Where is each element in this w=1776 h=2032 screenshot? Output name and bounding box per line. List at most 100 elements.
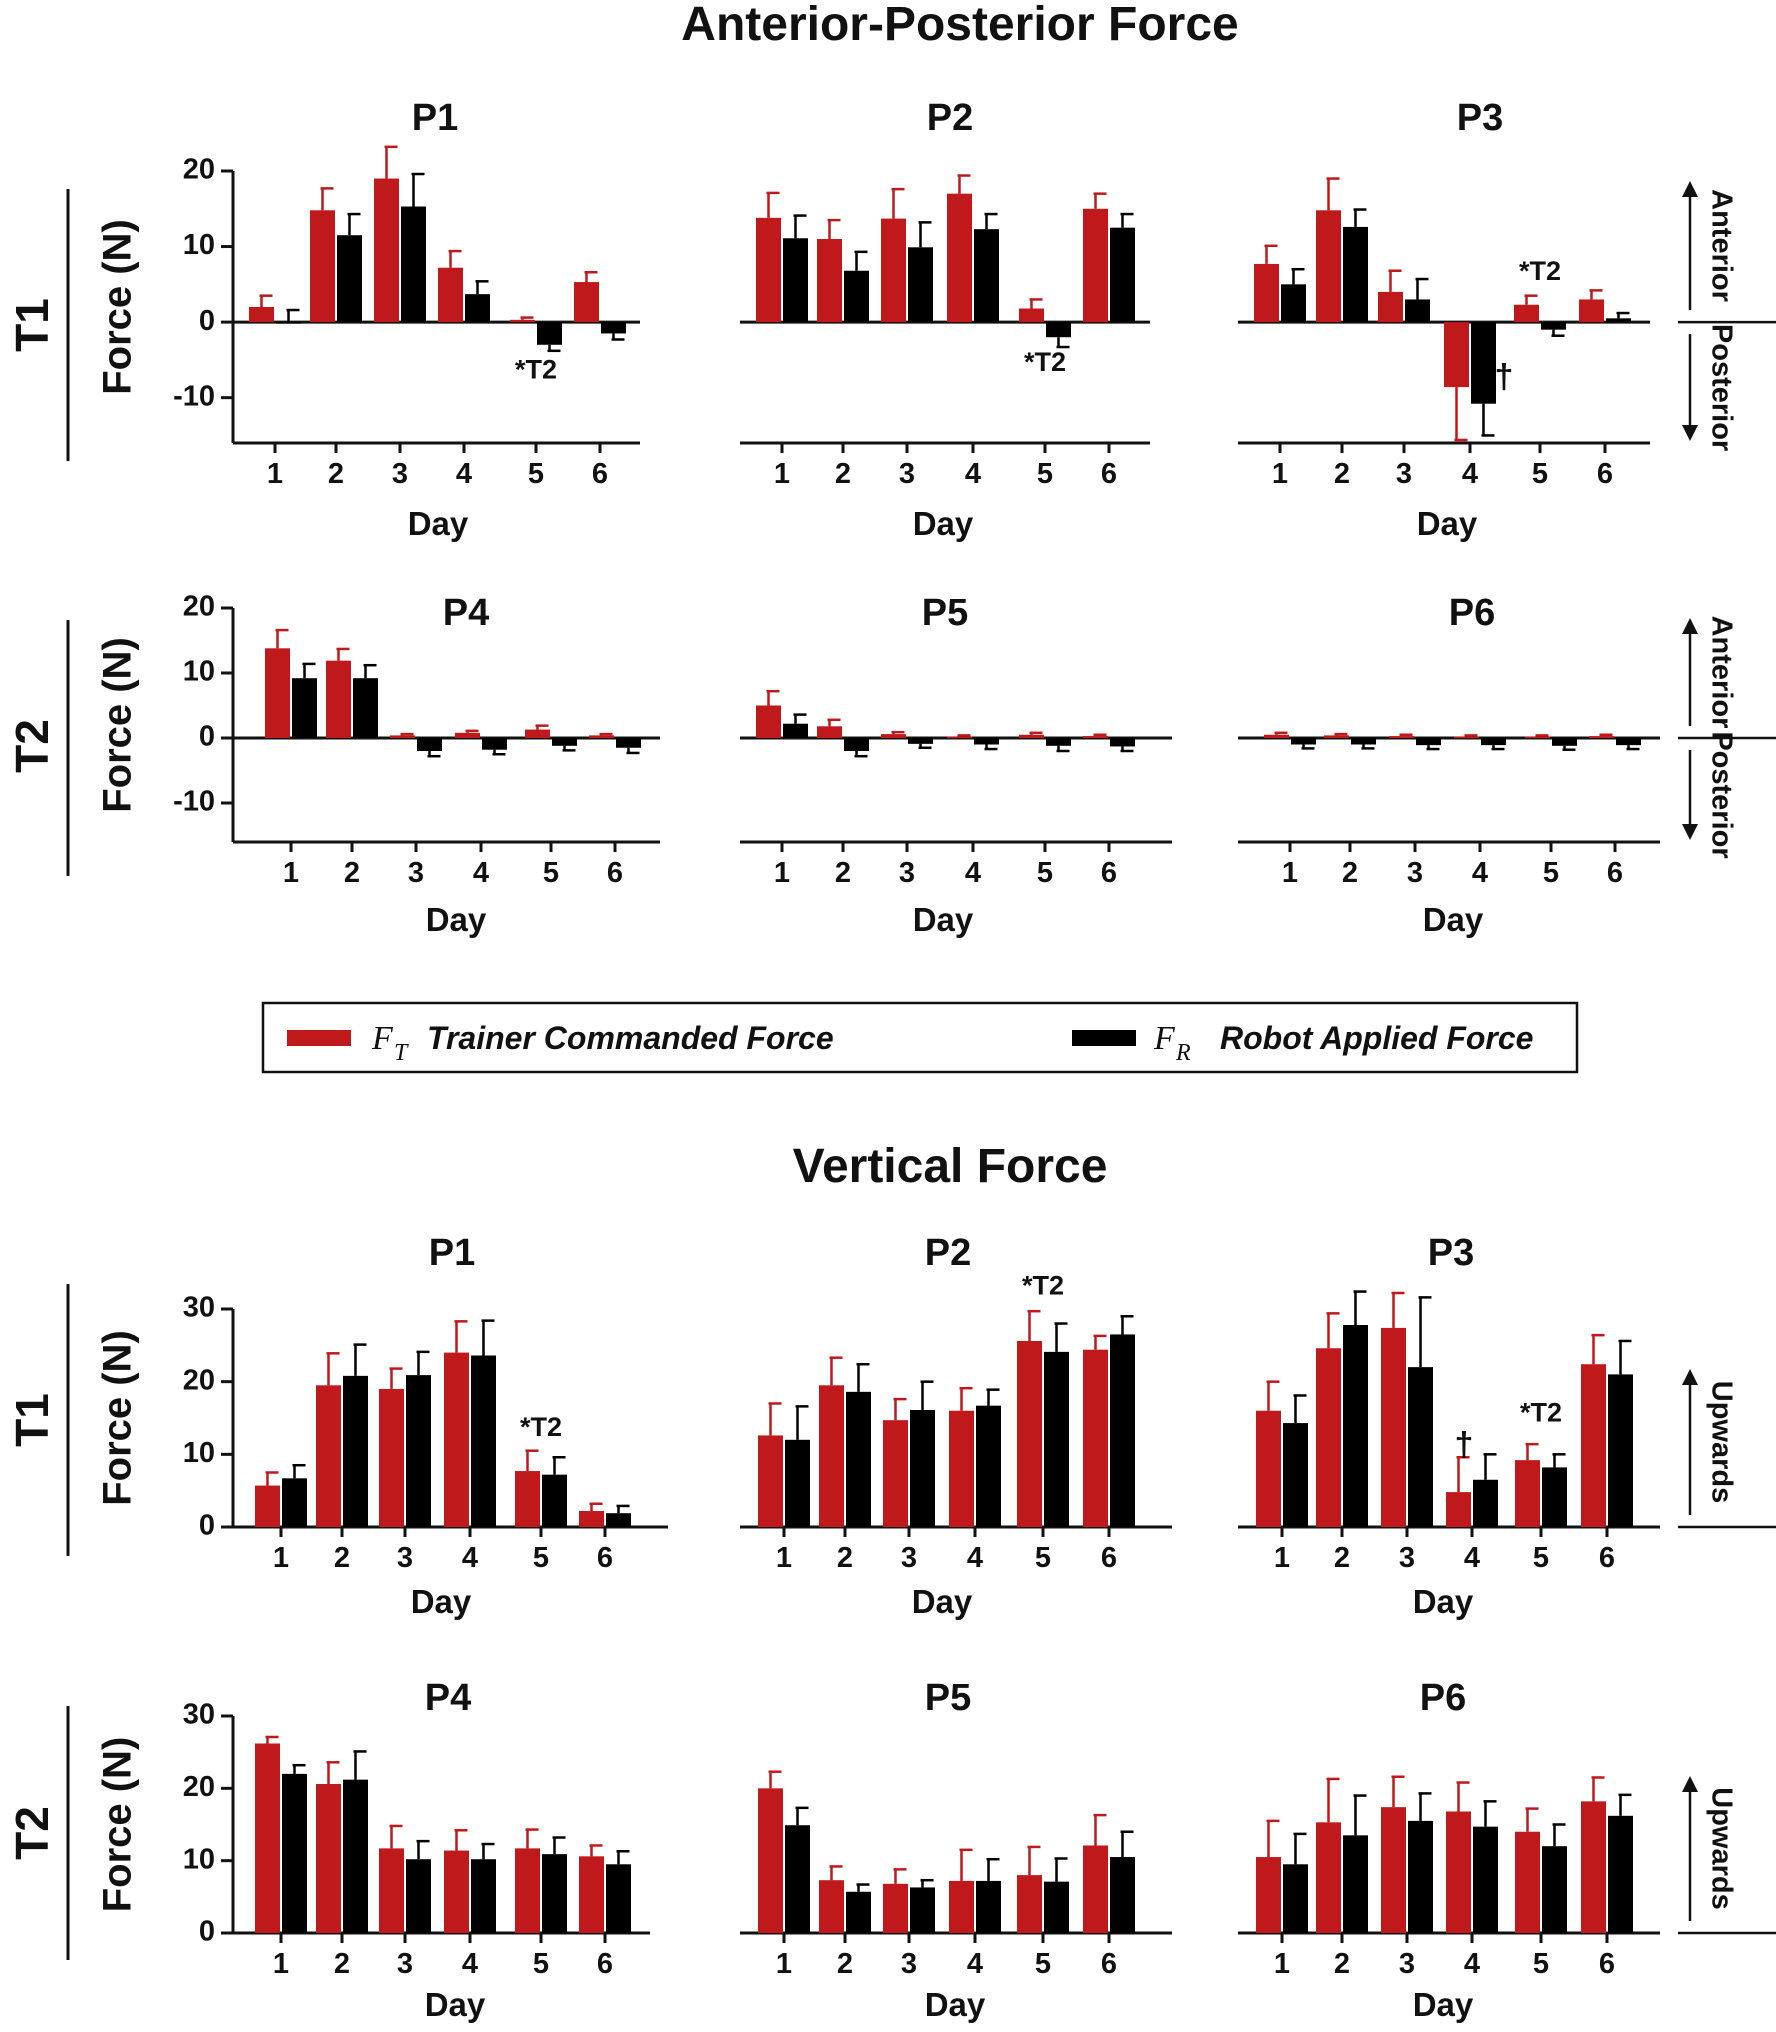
trainer-bar-day-5: [1017, 1875, 1042, 1933]
robot-bar-day-1: [1291, 738, 1316, 745]
x-axis-label: Day: [411, 1583, 472, 1620]
panel-p1: P1 30 20 10 0 Force (N) 1 2 3 4 5 6 Day *T2: [96, 1232, 668, 1620]
trainer-bar-day-5: [1019, 734, 1044, 738]
x-tick-label: 1: [273, 1542, 289, 1574]
trainer-bar-day-4: [1454, 736, 1479, 739]
robot-bar-day-2: [1343, 1324, 1368, 1527]
x-tick-label: 5: [533, 1948, 549, 1980]
panel-p4: P4 30 20 10 0 Force (N) 1 2 3 4 5 6 Day: [96, 1677, 650, 2023]
robot-bar-day-4: [471, 1859, 496, 1933]
x-tick-label: 2: [835, 857, 851, 889]
up-arrow-icon: [1682, 1369, 1698, 1385]
robot-bar-day-3: [908, 738, 933, 744]
section-anterior-posterior: Anterior-Posterior ForceT1AnteriorPoster…: [6, 0, 1776, 938]
robot-bar-day-3: [1416, 738, 1441, 746]
trainer-bar-day-2: [819, 1385, 844, 1527]
x-tick-label: 3: [1396, 458, 1412, 490]
up-arrow-icon: [1682, 618, 1698, 634]
x-axis-label: Day: [925, 1986, 986, 2023]
robot-bar-day-2: [337, 235, 362, 323]
x-tick-label: 1: [283, 857, 299, 889]
x-tick-label: 1: [1282, 857, 1298, 889]
trainer-bar-day-6: [1581, 1801, 1606, 1933]
x-tick-label: 2: [1334, 1542, 1350, 1574]
panel-title: P5: [922, 592, 968, 634]
trainer-bar-day-4: [1446, 1492, 1471, 1527]
trainer-bar-day-5: [1515, 1460, 1540, 1527]
x-tick-label: 2: [837, 1948, 853, 1980]
robot-bar-day-5: [537, 322, 562, 345]
x-tick-label: 1: [273, 1948, 289, 1980]
trainer-bar-day-3: [1378, 291, 1403, 323]
dagger-annotation: †: [1495, 358, 1514, 396]
trainer-bar-day-2: [1316, 1348, 1341, 1527]
robot-bar-day-6: [1616, 738, 1641, 746]
trainer-bar-day-3: [390, 735, 415, 738]
trainer-bar-day-2: [1316, 1822, 1341, 1933]
robot-bar-day-2: [343, 1375, 368, 1527]
direction-up-label: Upwards: [1705, 1787, 1737, 1909]
y-tick-label: 10: [183, 1437, 215, 1469]
x-tick-label: 5: [543, 857, 559, 889]
trainer-bar-day-5: [1017, 1340, 1042, 1527]
trainer-bar-day-2: [316, 1783, 341, 1933]
trainer-bar-day-2: [326, 660, 351, 738]
robot-bar-day-6: [1608, 1374, 1633, 1527]
x-tick-label: 6: [1597, 458, 1613, 490]
robot-bar-day-4: [974, 229, 999, 323]
legend-robot-label: Robot Applied Force: [1220, 1020, 1533, 1056]
robot-bar-day-4: [1473, 1479, 1498, 1527]
significance-annotation: *T2: [1024, 347, 1066, 377]
panel-title: P6: [1420, 1677, 1466, 1719]
robot-bar-day-4: [465, 294, 490, 323]
row-t2: T2 Upwards P4 30 20 10 0 Force (N) 1 2 3 4 5 6 Day P5 1 2…: [6, 1677, 1776, 2023]
trainer-bar-day-4: [1446, 1811, 1471, 1933]
x-tick-label: 3: [1407, 857, 1423, 889]
y-axis-label: Force (N): [96, 219, 140, 395]
trainer-bar-day-3: [883, 1883, 908, 1933]
robot-bar-day-3: [908, 247, 933, 323]
panel-title: P6: [1449, 592, 1495, 634]
robot-bar-day-2: [846, 1391, 871, 1527]
x-tick-label: 5: [1037, 857, 1053, 889]
robot-bar-day-3: [1408, 1820, 1433, 1933]
x-tick-label: 2: [837, 1542, 853, 1574]
panel-title: P5: [925, 1677, 971, 1719]
robot-bar-day-5: [552, 738, 577, 746]
trainer-bar-day-1: [255, 1485, 280, 1527]
trainer-bar-day-3: [379, 1388, 404, 1527]
trainer-bar-day-5: [1514, 304, 1539, 323]
row-label: T2: [6, 1806, 58, 1860]
trainer-bar-day-1: [1256, 1857, 1281, 1933]
direction-up-label: Anterior: [1705, 616, 1737, 729]
robot-bar-day-6: [1110, 738, 1135, 747]
robot-bar-day-3: [1408, 1367, 1433, 1527]
x-tick-label: 1: [1274, 1948, 1290, 1980]
robot-bar-day-6: [1606, 318, 1631, 323]
y-tick-label: 30: [183, 1292, 215, 1324]
x-tick-label: 3: [397, 1542, 413, 1574]
significance-annotation: *T2: [515, 354, 557, 384]
x-tick-label: 5: [1037, 458, 1053, 490]
trainer-bar-day-1: [1264, 734, 1289, 738]
trainer-bar-day-6: [1083, 736, 1108, 738]
x-tick-label: 3: [408, 857, 424, 889]
x-tick-label: 1: [774, 857, 790, 889]
y-tick-label: 0: [199, 1510, 215, 1542]
x-tick-label: 4: [967, 1948, 983, 1980]
robot-bar-day-2: [1343, 1835, 1368, 1933]
x-tick-label: 5: [1035, 1948, 1051, 1980]
trainer-bar-day-5: [515, 1848, 540, 1933]
panel-p2: P2 1 2 3 4 5 6 Day *T2: [740, 1232, 1172, 1620]
panel-title: P2: [927, 97, 973, 139]
trainer-bar-day-5: [510, 319, 535, 323]
x-tick-label: 4: [462, 1542, 478, 1574]
robot-bar-day-6: [606, 1513, 631, 1527]
x-tick-label: 4: [967, 1542, 983, 1574]
trainer-bar-day-1: [1256, 1410, 1281, 1527]
robot-bar-day-1: [1283, 1423, 1308, 1527]
legend-robot-swatch: [1072, 1030, 1136, 1046]
direction-down-label: Posterior: [1705, 324, 1737, 451]
robot-bar-day-2: [343, 1779, 368, 1933]
